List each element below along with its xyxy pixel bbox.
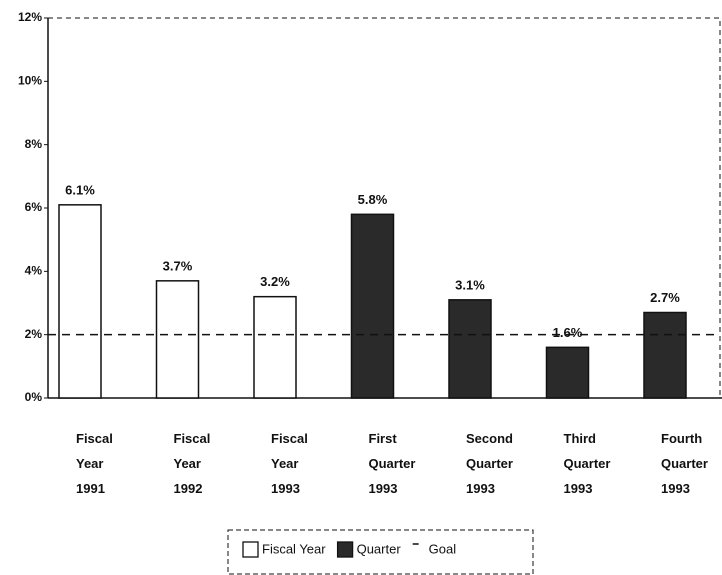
y-tick-label: 10% <box>18 74 42 88</box>
value-label: 3.1% <box>455 277 485 292</box>
legend-swatch <box>242 541 259 558</box>
value-label: 5.8% <box>358 192 388 207</box>
value-label: 3.2% <box>260 274 290 289</box>
bar <box>58 204 102 399</box>
x-tick-label: First Quarter 1993 <box>369 431 416 496</box>
bar <box>545 346 590 399</box>
x-tick-label: Fiscal Year 1992 <box>174 431 211 496</box>
x-tick-label: Fiscal Year 1991 <box>76 431 113 496</box>
value-label: 1.6% <box>553 325 583 340</box>
value-label: 3.7% <box>163 258 193 273</box>
y-tick-label: 6% <box>25 200 43 214</box>
bar <box>448 299 492 399</box>
value-label: 2.7% <box>650 290 680 305</box>
y-tick-label: 12% <box>18 10 42 24</box>
x-tick-label: Fourth Quarter 1993 <box>661 431 708 496</box>
x-tick-label: Second Quarter 1993 <box>466 431 513 496</box>
legend-label: Goal <box>429 541 457 556</box>
legend-label: Fiscal Year <box>262 541 326 556</box>
value-label: 6.1% <box>65 182 95 197</box>
bar <box>253 295 297 399</box>
legend-label: Quarter <box>357 541 402 556</box>
y-tick-label: 4% <box>25 264 43 278</box>
bar <box>155 280 200 399</box>
bar <box>643 311 687 399</box>
x-tick-label: Fiscal Year 1993 <box>271 431 308 496</box>
legend-box <box>227 529 534 575</box>
legend-swatch <box>336 541 354 558</box>
y-tick-label: 0% <box>25 390 43 404</box>
y-tick-label: 2% <box>25 327 43 341</box>
y-tick-label: 8% <box>25 137 43 151</box>
x-tick-label: Third Quarter 1993 <box>564 431 611 496</box>
bar <box>350 213 395 399</box>
